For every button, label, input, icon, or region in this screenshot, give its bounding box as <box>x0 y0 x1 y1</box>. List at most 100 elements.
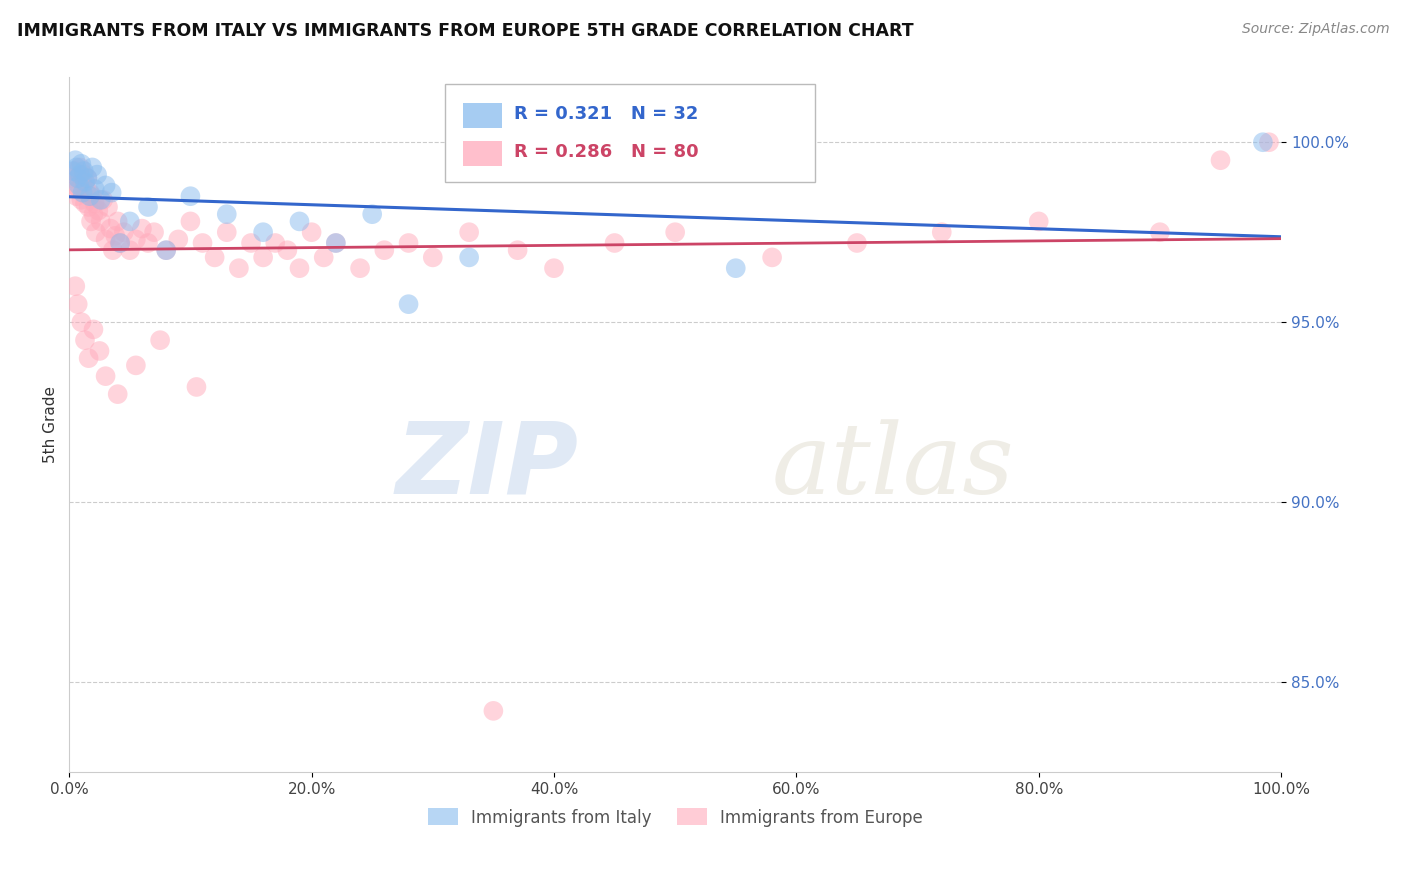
FancyBboxPatch shape <box>444 85 814 182</box>
Point <box>67 178 90 193</box>
Point <box>228 261 250 276</box>
Point <box>131 221 153 235</box>
FancyBboxPatch shape <box>463 141 502 166</box>
Point <box>82 322 104 336</box>
Point <box>62 164 84 178</box>
Point <box>97 200 120 214</box>
Point <box>1149 225 1171 239</box>
Point <box>72 186 94 200</box>
Point <box>73 333 96 347</box>
Text: atlas: atlas <box>772 418 1015 514</box>
Point <box>65 153 87 168</box>
Point <box>398 297 420 311</box>
Point <box>76 171 98 186</box>
Point <box>761 251 783 265</box>
Point <box>215 225 238 239</box>
Point <box>1028 214 1050 228</box>
Point <box>179 189 201 203</box>
Legend: Immigrants from Italy, Immigrants from Europe: Immigrants from Italy, Immigrants from E… <box>420 802 929 833</box>
Point <box>931 225 953 239</box>
Point <box>186 380 208 394</box>
Point <box>603 235 626 250</box>
Point <box>60 171 83 186</box>
Point <box>136 200 159 214</box>
Point <box>70 157 93 171</box>
Point <box>66 171 89 186</box>
Point <box>100 221 122 235</box>
Point <box>252 225 274 239</box>
Text: ZIP: ZIP <box>395 418 578 515</box>
Point <box>108 235 131 250</box>
Point <box>91 193 114 207</box>
Point <box>143 225 166 239</box>
Point <box>458 251 481 265</box>
Point <box>118 214 141 228</box>
Point <box>65 164 87 178</box>
Point <box>398 235 420 250</box>
Point <box>83 196 105 211</box>
Point <box>90 193 112 207</box>
Point <box>191 235 214 250</box>
Point <box>422 251 444 265</box>
Point <box>215 207 238 221</box>
Point <box>101 243 124 257</box>
Point <box>94 232 117 246</box>
Point <box>664 225 686 239</box>
Point <box>118 243 141 257</box>
Point <box>73 164 96 178</box>
FancyBboxPatch shape <box>463 103 502 128</box>
Point <box>66 297 89 311</box>
Point <box>82 161 104 175</box>
Point <box>264 235 287 250</box>
Point <box>73 196 96 211</box>
Point <box>1258 135 1281 149</box>
Point <box>325 235 347 250</box>
Point <box>65 161 87 175</box>
Point <box>240 235 263 250</box>
Point <box>724 261 747 276</box>
Point <box>90 214 112 228</box>
Point <box>1251 135 1274 149</box>
Point <box>125 232 148 246</box>
Y-axis label: 5th Grade: 5th Grade <box>44 386 58 463</box>
Point <box>845 235 868 250</box>
Point <box>73 168 96 182</box>
Point <box>79 189 101 203</box>
Point <box>482 704 505 718</box>
Point <box>67 182 90 196</box>
Point <box>70 193 93 207</box>
Point <box>76 171 98 186</box>
Point <box>276 243 298 257</box>
Point <box>108 235 131 250</box>
Point <box>87 203 110 218</box>
Point <box>66 171 89 186</box>
Point <box>167 232 190 246</box>
Text: IMMIGRANTS FROM ITALY VS IMMIGRANTS FROM EUROPE 5TH GRADE CORRELATION CHART: IMMIGRANTS FROM ITALY VS IMMIGRANTS FROM… <box>17 22 914 40</box>
Point <box>94 178 117 193</box>
Point <box>86 168 108 182</box>
Point <box>125 359 148 373</box>
Point <box>112 225 135 239</box>
Text: Source: ZipAtlas.com: Source: ZipAtlas.com <box>1241 22 1389 37</box>
Point <box>107 387 129 401</box>
Point <box>373 243 395 257</box>
Point <box>82 189 104 203</box>
Point <box>288 214 311 228</box>
Point <box>155 243 177 257</box>
Point <box>204 251 226 265</box>
Point <box>79 186 101 200</box>
Point <box>149 333 172 347</box>
Point <box>69 168 91 182</box>
Point <box>83 182 105 196</box>
Point <box>84 225 107 239</box>
Point <box>543 261 565 276</box>
Point <box>89 343 111 358</box>
Point <box>104 228 127 243</box>
Point <box>65 189 87 203</box>
Point <box>75 182 97 196</box>
Point <box>70 315 93 329</box>
Point <box>252 251 274 265</box>
Point <box>65 279 87 293</box>
Text: R = 0.286   N = 80: R = 0.286 N = 80 <box>515 143 699 161</box>
Point <box>506 243 529 257</box>
